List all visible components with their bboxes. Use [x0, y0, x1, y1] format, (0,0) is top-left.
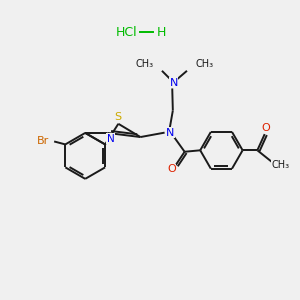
Text: N: N	[169, 78, 178, 88]
Text: CH₃: CH₃	[135, 59, 153, 69]
Text: CH₃: CH₃	[196, 59, 214, 69]
Text: CH₃: CH₃	[272, 160, 290, 170]
Text: HCl: HCl	[116, 26, 137, 39]
Text: O: O	[167, 164, 176, 174]
Text: O: O	[262, 123, 270, 133]
Text: N: N	[107, 134, 115, 144]
Text: N: N	[166, 128, 174, 138]
Text: S: S	[115, 112, 122, 122]
Text: Br: Br	[37, 136, 50, 146]
Text: H: H	[157, 26, 167, 39]
